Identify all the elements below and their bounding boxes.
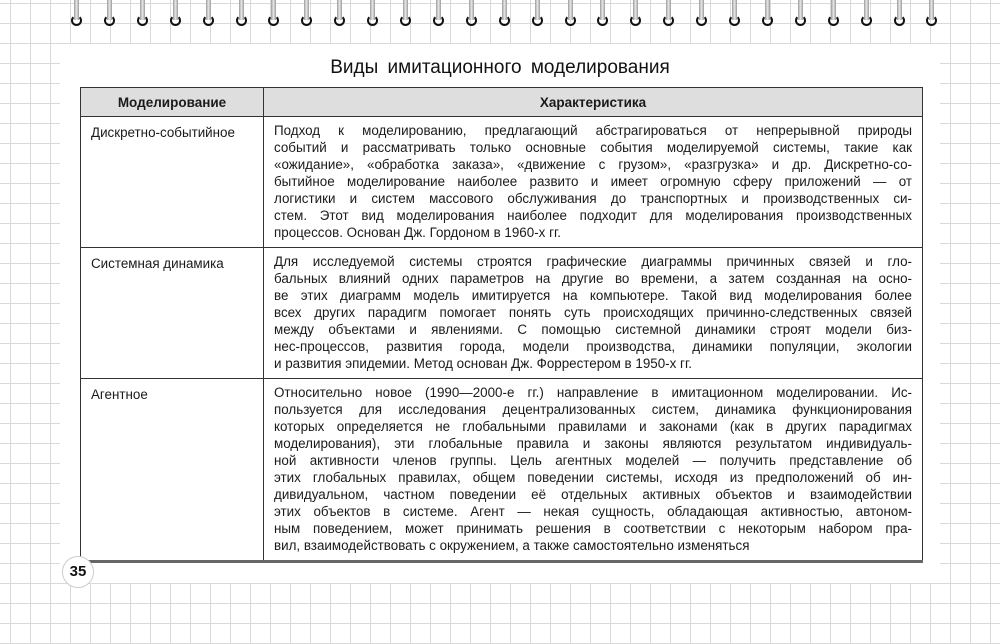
text-line: бальных влияний одних параметров на друг… [274, 271, 912, 286]
text-line: пользуется для исследования децентрализо… [274, 402, 912, 417]
spiral-ring-icon [367, 0, 379, 30]
text-line: бытийное моделирование наиболее развито … [274, 174, 912, 189]
text-line: между объектами и явлениями. С помощью с… [274, 322, 912, 337]
spiral-ring-icon [268, 0, 280, 30]
text-line: «ожидание», «обработка заказа», «движени… [274, 157, 912, 172]
modeling-type-cell: Системная динамика [80, 247, 264, 379]
text-line: ве этих диаграмм модель имитируется на к… [274, 288, 912, 303]
text-line: событий и рассматривать только основные … [274, 140, 912, 155]
modeling-type-cell: Дискретно-событийное [80, 116, 264, 248]
spiral-ring-icon [926, 0, 938, 30]
spiral-ring-icon [564, 0, 576, 30]
page-number: 35 [62, 556, 94, 588]
text-line: логистики и систем массового обслуживани… [274, 191, 912, 206]
spiral-ring-icon [860, 0, 872, 30]
spiral-ring-icon [893, 0, 905, 30]
spiral-ring-icon [136, 0, 148, 30]
column-header-characteristic: Характеристика [263, 87, 923, 117]
text-line: этих объектов в системе. Агент — некая с… [274, 504, 912, 519]
text-line: дивидуальном, частном поведении её отдел… [274, 487, 912, 502]
spiral-ring-icon [597, 0, 609, 30]
table-header-row: Моделирование Характеристика [80, 87, 923, 117]
spiral-ring-icon [663, 0, 675, 30]
spiral-ring-icon [761, 0, 773, 30]
text-line: моделирования), эти глобальные правила и… [274, 436, 912, 451]
spiral-ring-icon [301, 0, 313, 30]
modeling-types-table: Моделирование Характеристика Дискретно-с… [80, 87, 923, 563]
spiral-ring-icon [169, 0, 181, 30]
text-line: всех других парадигм помогает понять сут… [274, 305, 912, 320]
spiral-ring-icon [498, 0, 510, 30]
spiral-ring-icon [235, 0, 247, 30]
spiral-binding [0, 0, 1000, 30]
spiral-ring-icon [400, 0, 411, 30]
table-row: Системная динамика Для исследуемой систем… [80, 247, 923, 379]
characteristic-cell: Подход к моделированию, предлагающий абс… [263, 116, 923, 248]
column-header-modeling: Моделирование [80, 87, 264, 117]
spiral-ring-icon [729, 0, 740, 30]
spiral-ring-icon [432, 0, 444, 30]
spiral-ring-icon [794, 0, 806, 30]
page-title: Виды имитационного моделирования [330, 57, 670, 78]
spiral-ring-icon [827, 0, 839, 30]
text-line: Подход к моделированию, предлагающий абс… [274, 123, 912, 138]
text-line: стем. Этот вид моделирования наиболее по… [274, 208, 912, 223]
text-line: Относительно новое (1990—2000-е гг.) нап… [274, 385, 912, 400]
modeling-type-cell: Агентное [80, 378, 264, 563]
spiral-ring-icon [696, 0, 708, 30]
text-line: которых определяется не глобальными прав… [274, 419, 912, 434]
text-line: ным поведением, может принимать решения … [274, 521, 912, 536]
spiral-ring-icon [630, 0, 642, 30]
table-row: Дискретно-событийное Подход к моделирован… [80, 116, 923, 248]
table-row: Агентное Относительно новое (1990—2000-е … [80, 378, 923, 563]
spiral-ring-icon [465, 0, 477, 30]
spiral-ring-icon [103, 0, 115, 30]
characteristic-cell: Для исследуемой системы строятся графиче… [263, 247, 923, 379]
spiral-ring-icon [334, 0, 346, 30]
text-line: процессов. Основан Дж. Гордоном в 1960-х… [274, 225, 561, 240]
text-line: этих глобальных правилах, общем поведени… [274, 470, 912, 485]
spiral-ring-icon [531, 0, 543, 30]
text-line: и развития эпидемии. Метод основан Дж. Ф… [274, 356, 692, 371]
text-line: вил, взаимодействовать с окружением, а т… [274, 538, 750, 553]
text-line: ной активности членов группы. Цель агент… [274, 453, 912, 468]
characteristic-cell: Относительно новое (1990—2000-е гг.) нап… [263, 378, 923, 563]
spiral-ring-icon [202, 0, 214, 30]
text-line: Для исследуемой системы строятся графиче… [274, 254, 912, 269]
spiral-ring-icon [71, 0, 82, 30]
text-line: нес-процессов, развития города, модели п… [274, 339, 912, 354]
